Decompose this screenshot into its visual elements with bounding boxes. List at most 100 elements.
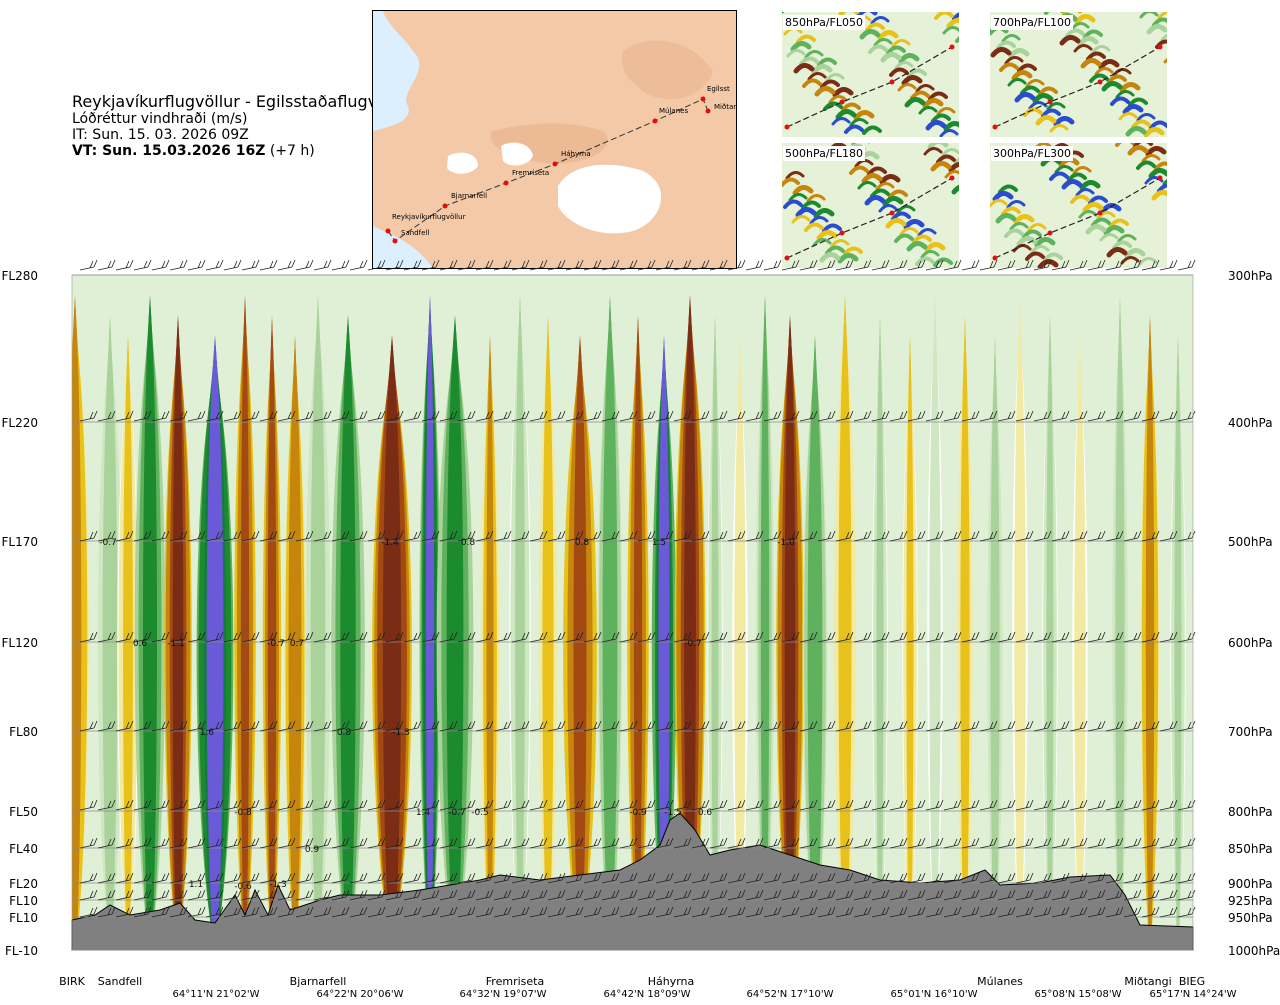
wind-barb [853, 530, 872, 542]
hpa-tick-label: 500hPa [1228, 535, 1273, 549]
wind-barb [637, 410, 656, 422]
wind-barb [277, 872, 296, 884]
wind-barb [403, 631, 422, 643]
wind-barb [853, 410, 872, 422]
inset-wave-streak [802, 78, 822, 88]
wind-barb [97, 631, 116, 643]
route-map: Reykjavíkurflugvöllur Sandfell Bjarnarfell… [373, 11, 736, 268]
inset-wave-streak [1067, 172, 1087, 182]
wind-barb [727, 872, 746, 884]
wind-barb [223, 410, 242, 422]
wind-barb [133, 410, 152, 422]
inset-wave-streak [843, 246, 863, 256]
wind-barb [169, 872, 188, 884]
updraft-downdraft-band [105, 315, 115, 945]
wind-barb [745, 872, 764, 884]
inset-wave-streak [1072, 166, 1092, 175]
inset-wave-streak [825, 73, 845, 82]
wind-barb [871, 720, 890, 732]
updraft-downdraft-band [932, 295, 938, 945]
wind-barb [385, 410, 404, 422]
wind-barb [745, 906, 764, 918]
wind-barb [763, 837, 782, 849]
wind-barb [385, 720, 404, 732]
wind-barb [367, 889, 386, 901]
wind-barb [907, 889, 926, 901]
wind-barb [1159, 530, 1178, 542]
wind-barbs [79, 259, 1196, 918]
wind-barb [475, 720, 494, 732]
inset-wave-streak [785, 171, 805, 180]
wind-barb [691, 720, 710, 732]
inset-wave-streak [806, 194, 826, 203]
wind-barb [205, 889, 224, 901]
wind-barb [1177, 631, 1196, 643]
updraft-downdraft-band [425, 295, 435, 945]
wind-barb [241, 530, 260, 542]
updraft-downdraft-band [992, 335, 998, 945]
fl-tick-label: FL-10 [5, 944, 38, 958]
wind-barb [637, 631, 656, 643]
hpa-tick-label: 900hPa [1228, 877, 1273, 891]
inset-wave-streak [1139, 12, 1159, 19]
wind-barb [295, 837, 314, 849]
wind-barb [997, 837, 1016, 849]
value-label: -1.4 [381, 538, 399, 548]
inset-wave-streak [849, 118, 869, 127]
wind-barb [97, 410, 116, 422]
wind-barb [367, 799, 386, 811]
wind-barb [943, 720, 962, 732]
wind-barb [493, 889, 512, 901]
updraft-downdraft-band [633, 315, 643, 945]
inset-wave-streak [910, 90, 930, 100]
inset-wave-streak [1049, 171, 1069, 181]
wind-barb [691, 530, 710, 542]
value-label: -1.3 [269, 880, 287, 890]
wind-barb [727, 837, 746, 849]
inset-wave-streak [861, 173, 883, 184]
wind-barb [709, 530, 728, 542]
wind-barb [457, 720, 476, 732]
wind-barb [817, 631, 836, 643]
wind-barb [277, 631, 296, 643]
wind-barb [151, 631, 170, 643]
inset-wave-streak [804, 222, 824, 232]
wind-barb [799, 906, 818, 918]
inset-wave-streak [1006, 200, 1026, 209]
inset-wave-streak [1004, 228, 1024, 238]
wind-barb [601, 837, 620, 849]
wind-barb [709, 872, 728, 884]
wind-barb [943, 872, 962, 884]
wind-barb [853, 889, 872, 901]
wind-barb [745, 259, 764, 271]
wind-barb [259, 799, 278, 811]
wind-barb [475, 259, 494, 271]
wind-barb [349, 259, 368, 271]
wind-barb [97, 799, 116, 811]
wind-barb [799, 872, 818, 884]
inset-wave-streak [832, 87, 854, 98]
wind-barb [241, 631, 260, 643]
wind-barb [691, 906, 710, 918]
wind-barb [727, 259, 746, 271]
wind-barb [295, 410, 314, 422]
wind-barb [169, 530, 188, 542]
wind-barb [259, 410, 278, 422]
wind-barb [691, 631, 710, 643]
wind-barb [997, 872, 1016, 884]
wind-barb [169, 906, 188, 918]
wind-barb [385, 889, 404, 901]
wind-barb [223, 720, 242, 732]
inset-wave-streak [907, 68, 927, 78]
wind-barb [133, 837, 152, 849]
inset-wave-streak [1025, 251, 1045, 261]
wind-barb [1177, 799, 1196, 811]
wind-barb [151, 906, 170, 918]
wind-barb [817, 410, 836, 422]
wind-barb [349, 720, 368, 732]
wind-barb [187, 259, 206, 271]
wind-barb [79, 530, 98, 542]
wind-barb [169, 799, 188, 811]
wind-barb [295, 631, 314, 643]
wind-barb [547, 889, 566, 901]
